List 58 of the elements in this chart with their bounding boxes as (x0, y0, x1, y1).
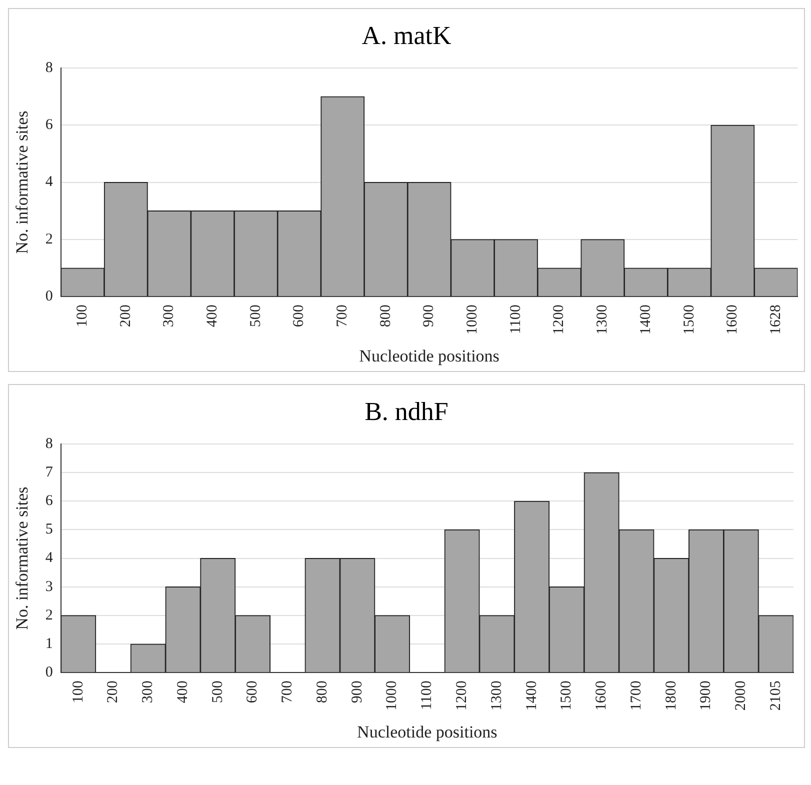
x-tick-label: 1200 (454, 680, 470, 711)
x-tick-label: 1100 (419, 680, 436, 710)
x-tick-label: 500 (210, 680, 226, 704)
y-tick-label: 5 (45, 522, 53, 538)
x-tick-label: 1600 (724, 304, 741, 335)
x-tick-label: 300 (140, 680, 156, 704)
x-tick-label: 1300 (488, 680, 505, 711)
x-tick-label: 200 (105, 680, 122, 704)
y-tick-label: 1 (45, 636, 53, 652)
y-tick-label: 2 (45, 607, 53, 624)
x-tick-label: 300 (161, 304, 178, 328)
x-tick-label: 1300 (594, 304, 611, 335)
x-tick-label: 900 (421, 304, 438, 328)
x-tick-label: 200 (118, 304, 134, 328)
x-tick-label: 700 (334, 304, 351, 328)
x-tick-label: 600 (291, 304, 308, 328)
x-tick-label: 800 (378, 304, 394, 328)
x-tick-label: 1600 (594, 680, 610, 711)
y-tick-label: 4 (45, 550, 54, 566)
y-tick-label: 8 (45, 60, 53, 76)
x-tick-label: 1000 (464, 304, 481, 335)
x-tick-label: 1400 (638, 304, 654, 335)
y-tick-label: 4 (45, 174, 54, 190)
y-tick-label: 0 (45, 288, 53, 305)
x-tick-label: 400 (174, 680, 191, 704)
x-tick-label: 600 (244, 680, 261, 704)
x-tick-label: 1800 (663, 680, 680, 711)
y-tick-label: 2 (45, 231, 53, 248)
y-tick-label: 6 (45, 117, 54, 134)
x-tick-label: 100 (74, 304, 91, 328)
x-tick-label: 1500 (681, 304, 698, 335)
x-tick-label: 400 (204, 304, 221, 328)
x-tick-label: 2000 (733, 680, 750, 711)
y-tick-label: 8 (45, 436, 53, 452)
y-tick-label: 6 (45, 493, 54, 510)
x-tick-label: 900 (349, 680, 366, 704)
x-tick-label: 1500 (558, 680, 575, 711)
x-axis-title: Nucleotide positions (357, 722, 498, 742)
x-tick-label: 2105 (768, 680, 784, 711)
y-tick-label: 3 (45, 578, 53, 595)
x-tick-label: 800 (314, 680, 330, 704)
x-tick-label: 1900 (698, 680, 714, 711)
y-tick-label: 7 (45, 464, 54, 481)
y-tick-label: 0 (45, 664, 53, 681)
chart-title: B. ndhF (364, 396, 450, 427)
x-tick-label: 500 (248, 304, 264, 328)
y-axis-title: No. informative sites (12, 110, 32, 254)
x-tick-label: 1628 (768, 304, 784, 335)
x-tick-label: 1100 (508, 304, 524, 334)
x-tick-label: 100 (70, 680, 86, 704)
x-tick-label: 1200 (551, 304, 568, 335)
x-tick-label: 700 (280, 680, 296, 704)
x-axis-title: Nucleotide positions (359, 346, 500, 366)
x-tick-label: 1400 (524, 680, 540, 711)
chart-title: A. matK (360, 20, 452, 51)
x-tick-label: 1700 (628, 680, 644, 711)
x-tick-label: 1000 (384, 680, 400, 711)
y-axis-title: No. informative sites (12, 486, 32, 630)
